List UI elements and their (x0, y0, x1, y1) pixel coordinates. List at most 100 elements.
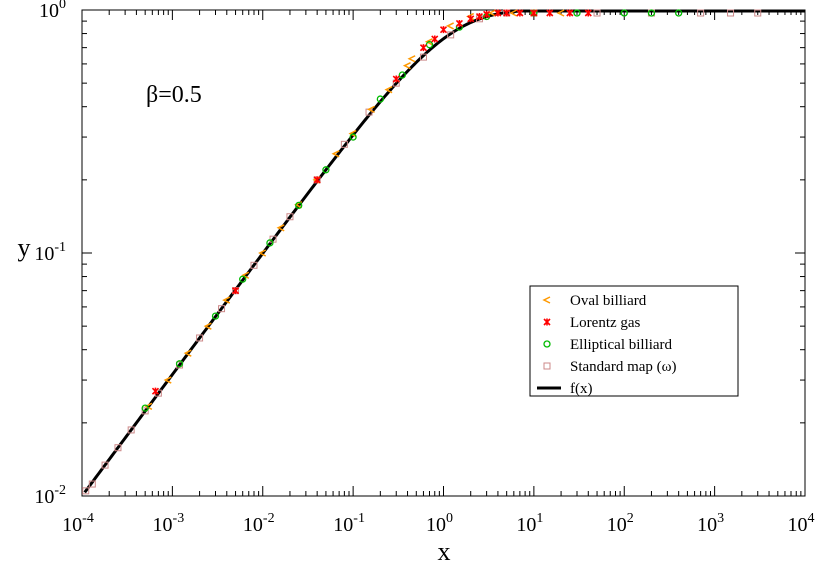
fx-curve-layer (83, 9, 805, 494)
oval-billiard-point (384, 86, 393, 94)
y-tick-label: 100 (39, 0, 66, 22)
standard-map-point (88, 480, 96, 488)
lorentz-gas-point (516, 9, 524, 17)
legend: Oval billiard Lorentz gas Elliptical bil… (529, 285, 739, 397)
lorentz-gas-point (566, 9, 574, 17)
oval-billiard-point (183, 349, 192, 357)
standard-map-point (447, 31, 455, 39)
standard-map-point (250, 261, 258, 269)
beta-annotation: β=0.5 (146, 82, 202, 108)
legend-label-lorentz-gas: Lorentz gas (570, 315, 641, 331)
oval-billiard-point (348, 129, 357, 138)
tick-labels: 10-4 10-3 10-2 10-1 100 101 102 103 104 10-2 10-1 1… (34, 0, 814, 536)
lorentz-gas-point (419, 44, 428, 52)
elliptical-billiard-point (295, 201, 303, 210)
elliptical-billiard-point (211, 312, 220, 320)
oval-billiard-point (445, 22, 454, 30)
lorentz-gas-point (392, 75, 400, 83)
standard-map-point (286, 213, 294, 221)
standard-map-point (127, 426, 135, 434)
elliptical-billiard-point (266, 239, 274, 247)
legend-label-elliptical-billiard: Elliptical billiard (570, 337, 673, 353)
y-tick-label: 10-1 (34, 240, 66, 265)
legend-markers (537, 296, 561, 390)
oval-billiard-point (203, 322, 212, 330)
oval-billiard-point (331, 150, 340, 158)
elliptical-billiard-point (141, 404, 149, 412)
lorentz-gas-point (475, 12, 484, 21)
oval-billiard-point (163, 376, 172, 384)
standard-map-point (593, 9, 601, 17)
y-axis-label: y (18, 233, 31, 262)
x-tick-label: 102 (607, 511, 634, 536)
x-axis-label: x (438, 537, 451, 566)
elliptical-billiard-point (376, 95, 384, 103)
oval-billiard-point (241, 271, 250, 279)
standard-map-point (141, 407, 149, 415)
legend-marker-oval-billiard (542, 296, 551, 304)
standard-map-point (218, 305, 226, 313)
lorentz-gas-point (530, 9, 538, 17)
lorentz-gas-point (313, 176, 321, 184)
elliptical-billiard-point (620, 9, 628, 17)
legend-marker-lorentz-gas (543, 318, 551, 326)
x-tick-label: 10-2 (243, 511, 275, 536)
standard-map-point (114, 444, 122, 452)
lorentz-gas-point (546, 9, 554, 17)
standard-map-point (727, 9, 735, 17)
elliptical-billiard-point (425, 41, 434, 49)
elliptical-billiard-point (647, 9, 656, 17)
lorentz-gas-point (231, 287, 240, 295)
x-tick-label: 10-1 (333, 511, 365, 536)
lorentz-gas-point (503, 9, 511, 17)
oval-billiard-point (276, 224, 285, 232)
legend-marker-standard-map (543, 362, 551, 370)
oval-billiard-point (258, 249, 267, 257)
tick-marks (81, 9, 806, 497)
oval-billiard-point (366, 105, 375, 114)
x-tick-label: 104 (788, 511, 815, 536)
lorentz-gas-point (431, 35, 439, 43)
elliptical-billiard-point (322, 166, 330, 174)
oval-billiard-point (402, 62, 411, 70)
oval-billiard-point (509, 9, 518, 17)
elliptical-billiard-point (398, 71, 406, 79)
standard-map-point (340, 140, 348, 148)
lorentz-gas-point (483, 10, 491, 18)
legend-marker-elliptical-billiard (543, 340, 551, 348)
standard-map-point (697, 9, 705, 17)
lorentz-gas-point (439, 26, 448, 34)
data-markers (82, 9, 762, 495)
oval-billiard-point (487, 9, 497, 17)
lorentz-gas-point (467, 15, 475, 23)
legend-label-standard-map: Standard map (ω) (570, 359, 677, 375)
x-tick-label: 101 (516, 511, 543, 536)
lorentz-gas-point (494, 9, 502, 17)
oval-billiard-point (556, 9, 565, 17)
lorentz-gas-point (455, 19, 463, 28)
x-tick-label: 10-4 (62, 511, 94, 536)
legend-label-oval-billiard: Oval billiard (570, 293, 647, 309)
standard-map-point (82, 487, 90, 495)
standard-map-point (101, 461, 109, 469)
y-tick-label: 10-2 (34, 483, 66, 508)
elliptical-billiard-point (175, 360, 184, 368)
lorentz-gas-point (151, 387, 160, 395)
standard-map-point (419, 53, 427, 61)
lorentz-gas-point (584, 9, 592, 17)
oval-billiard-point (222, 296, 231, 304)
x-tick-label: 100 (426, 511, 453, 536)
standard-map-point (196, 334, 204, 342)
standard-map-point (754, 9, 762, 17)
oval-billiard-point (144, 402, 153, 410)
x-tick-label: 103 (697, 511, 724, 536)
legend-box (529, 285, 739, 397)
x-tick-label: 10-3 (153, 511, 185, 536)
elliptical-billiard-point (239, 275, 247, 283)
elliptical-billiard-point (675, 9, 683, 17)
legend-label-fx: f(x) (570, 381, 593, 397)
elliptical-billiard-point (573, 9, 581, 17)
oval-billiard-point (424, 38, 433, 46)
elliptical-billiard-point (349, 133, 357, 141)
